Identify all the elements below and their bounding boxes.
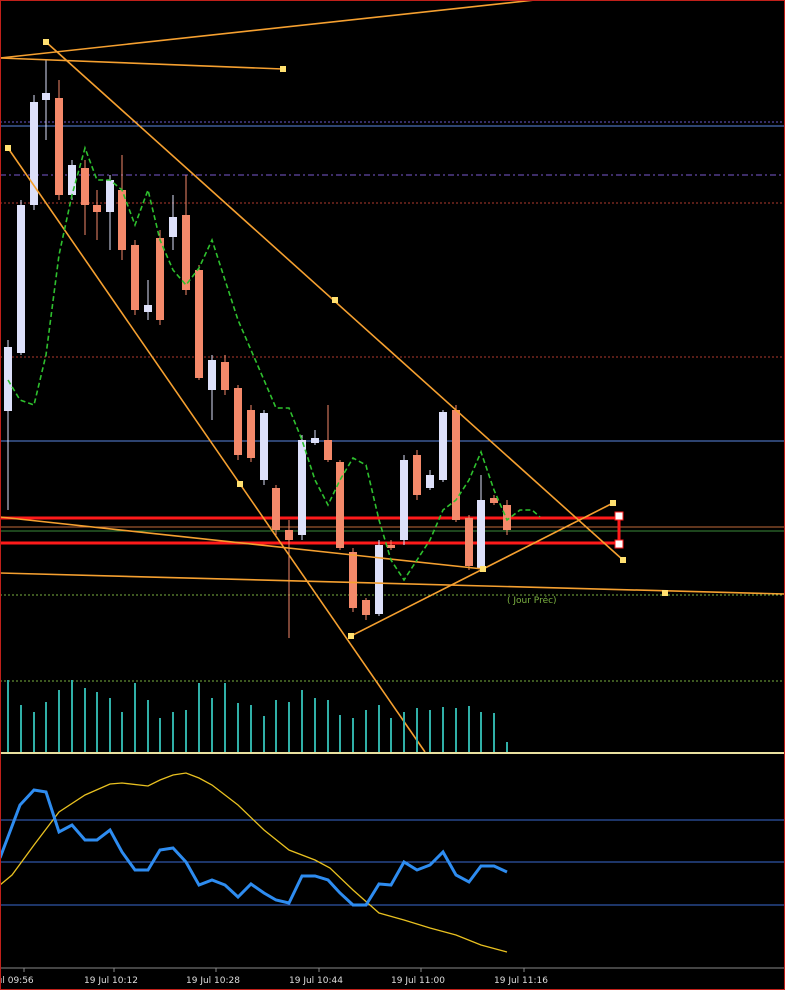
candle-body: [272, 488, 280, 530]
line-handle: [480, 566, 486, 572]
time-label: 19 Jul 11:00: [391, 976, 445, 986]
line-handle: [43, 39, 49, 45]
candle-body: [131, 245, 139, 310]
line-handle: [348, 633, 354, 639]
candle-body: [465, 518, 473, 566]
line-handle: [610, 500, 616, 506]
candle-body: [30, 102, 38, 205]
time-axis: Jul 09:56 19 Jul 10:12 19 Jul 10:28 19 Jul …: [0, 968, 548, 986]
line-handle: [5, 145, 11, 151]
candle-body: [68, 165, 76, 195]
candle-body: [503, 505, 511, 530]
line-handle: [614, 539, 624, 549]
candle-body: [234, 388, 242, 455]
candle-body: [55, 98, 63, 195]
candle-body: [4, 347, 12, 411]
time-label: Jul 09:56: [0, 976, 34, 986]
candle-body: [311, 438, 319, 443]
candle-body: [118, 190, 126, 250]
time-label: 19 Jul 11:16: [494, 976, 548, 986]
candle-body: [285, 530, 293, 540]
candle-body: [324, 440, 332, 460]
candle-body: [156, 238, 164, 320]
line-handle: [662, 590, 668, 596]
candle-body: [375, 545, 383, 614]
line-handle: [614, 511, 624, 521]
candle-body: [93, 205, 101, 212]
candle-body: [260, 413, 268, 480]
time-label: 19 Jul 10:44: [289, 976, 343, 986]
candle-body: [106, 180, 114, 212]
candle-body: [362, 600, 370, 615]
candle-body: [477, 500, 485, 568]
line-handle: [332, 297, 338, 303]
candle-body: [349, 552, 357, 608]
candle-body: [182, 215, 190, 290]
line-handle: [237, 481, 243, 487]
time-label: 19 Jul 10:28: [186, 976, 240, 986]
candle-body: [221, 362, 229, 390]
candle-body: [208, 360, 216, 390]
line-handle: [620, 557, 626, 563]
candle-body: [426, 475, 434, 488]
moving-average: [7, 145, 541, 582]
candle-body: [169, 217, 177, 237]
volume-bars: [7, 680, 508, 752]
candle-body: [490, 498, 498, 503]
candle-body: [247, 410, 255, 458]
candle-body: [387, 545, 395, 548]
candle-body: [298, 440, 306, 535]
trend-line: [0, 57, 284, 70]
candle-body: [400, 460, 408, 540]
candle-body: [81, 168, 89, 205]
candle-body: [336, 462, 344, 548]
trend-line: [7, 147, 426, 753]
oscillator-main: [0, 788, 508, 907]
candle-body: [42, 93, 50, 100]
candle-body: [195, 270, 203, 378]
time-label: 19 Jul 10:12: [84, 976, 138, 986]
line-handle: [280, 66, 286, 72]
previous-day-label: ( Jour Préc): [507, 595, 557, 606]
trend-line: [0, 0, 536, 59]
candle-body: [452, 410, 460, 520]
candles: [4, 60, 511, 638]
trend-line: [0, 516, 484, 570]
candle-body: [144, 305, 152, 312]
oscillator-signal: [0, 772, 508, 953]
trend-line: [0, 572, 785, 595]
candle-body: [413, 455, 421, 495]
candle-body: [17, 205, 25, 353]
candle-body: [439, 412, 447, 480]
level-lines: [0, 121, 785, 682]
line-handles: [5, 39, 668, 639]
